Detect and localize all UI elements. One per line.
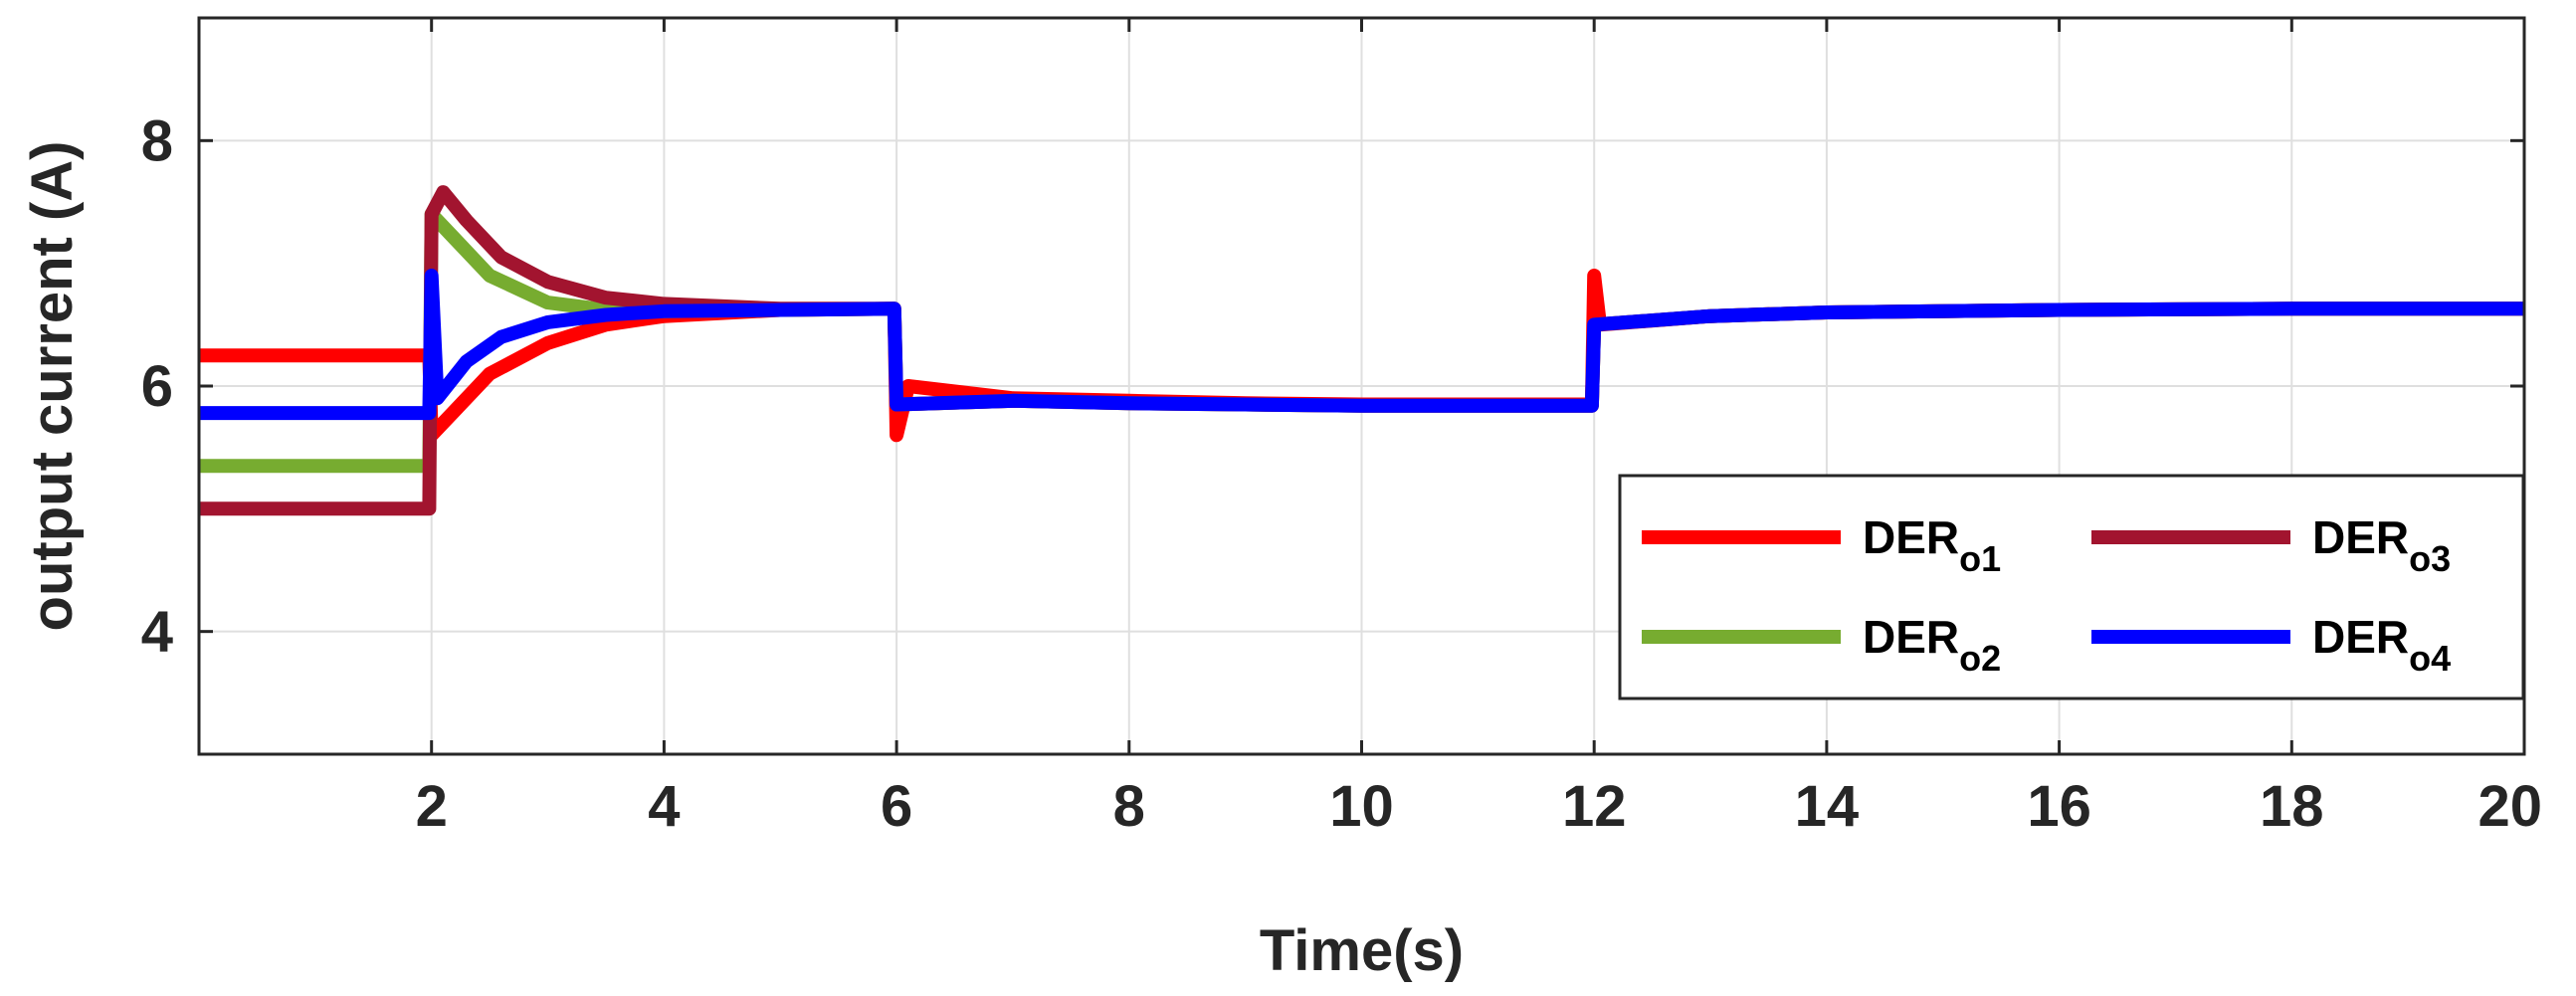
x-tick-label: 8 xyxy=(1113,774,1145,839)
series-lines xyxy=(199,185,2524,516)
y-axis-label: output current (A) xyxy=(20,141,85,632)
y-axis-ticks: 4 6 8 xyxy=(141,108,2524,665)
x-tick-label: 18 xyxy=(2260,774,2324,839)
x-tick-label: 10 xyxy=(1329,774,1394,839)
legend-label-o2: DERo2 xyxy=(1863,611,2001,679)
x-tick-label: 4 xyxy=(648,774,680,839)
x-axis-label: Time(s) xyxy=(1260,918,1464,983)
legend: DERo1 DERo2 DERo3 DERo4 xyxy=(1618,474,2525,700)
x-tick-label: 12 xyxy=(1562,774,1627,839)
x-tick-label: 2 xyxy=(416,774,448,839)
legend-box xyxy=(1618,474,2525,700)
x-tick-label: 16 xyxy=(2027,774,2091,839)
x-tick-label: 20 xyxy=(2477,774,2542,839)
x-tick-label: 14 xyxy=(1795,774,1860,839)
x-axis-ticks: 2 4 6 8 10 12 14 16 18 20 xyxy=(416,18,2542,839)
y-tick-label: 4 xyxy=(141,600,173,665)
y-tick-label: 8 xyxy=(141,108,173,173)
y-tick-label: 6 xyxy=(141,354,173,419)
legend-label-o1: DERo1 xyxy=(1863,511,2001,579)
legend-label-o4: DERo4 xyxy=(2312,611,2451,679)
legend-label-o3: DERo3 xyxy=(2312,511,2451,579)
series-line-o4 xyxy=(199,269,2524,421)
x-tick-label: 6 xyxy=(881,774,912,839)
